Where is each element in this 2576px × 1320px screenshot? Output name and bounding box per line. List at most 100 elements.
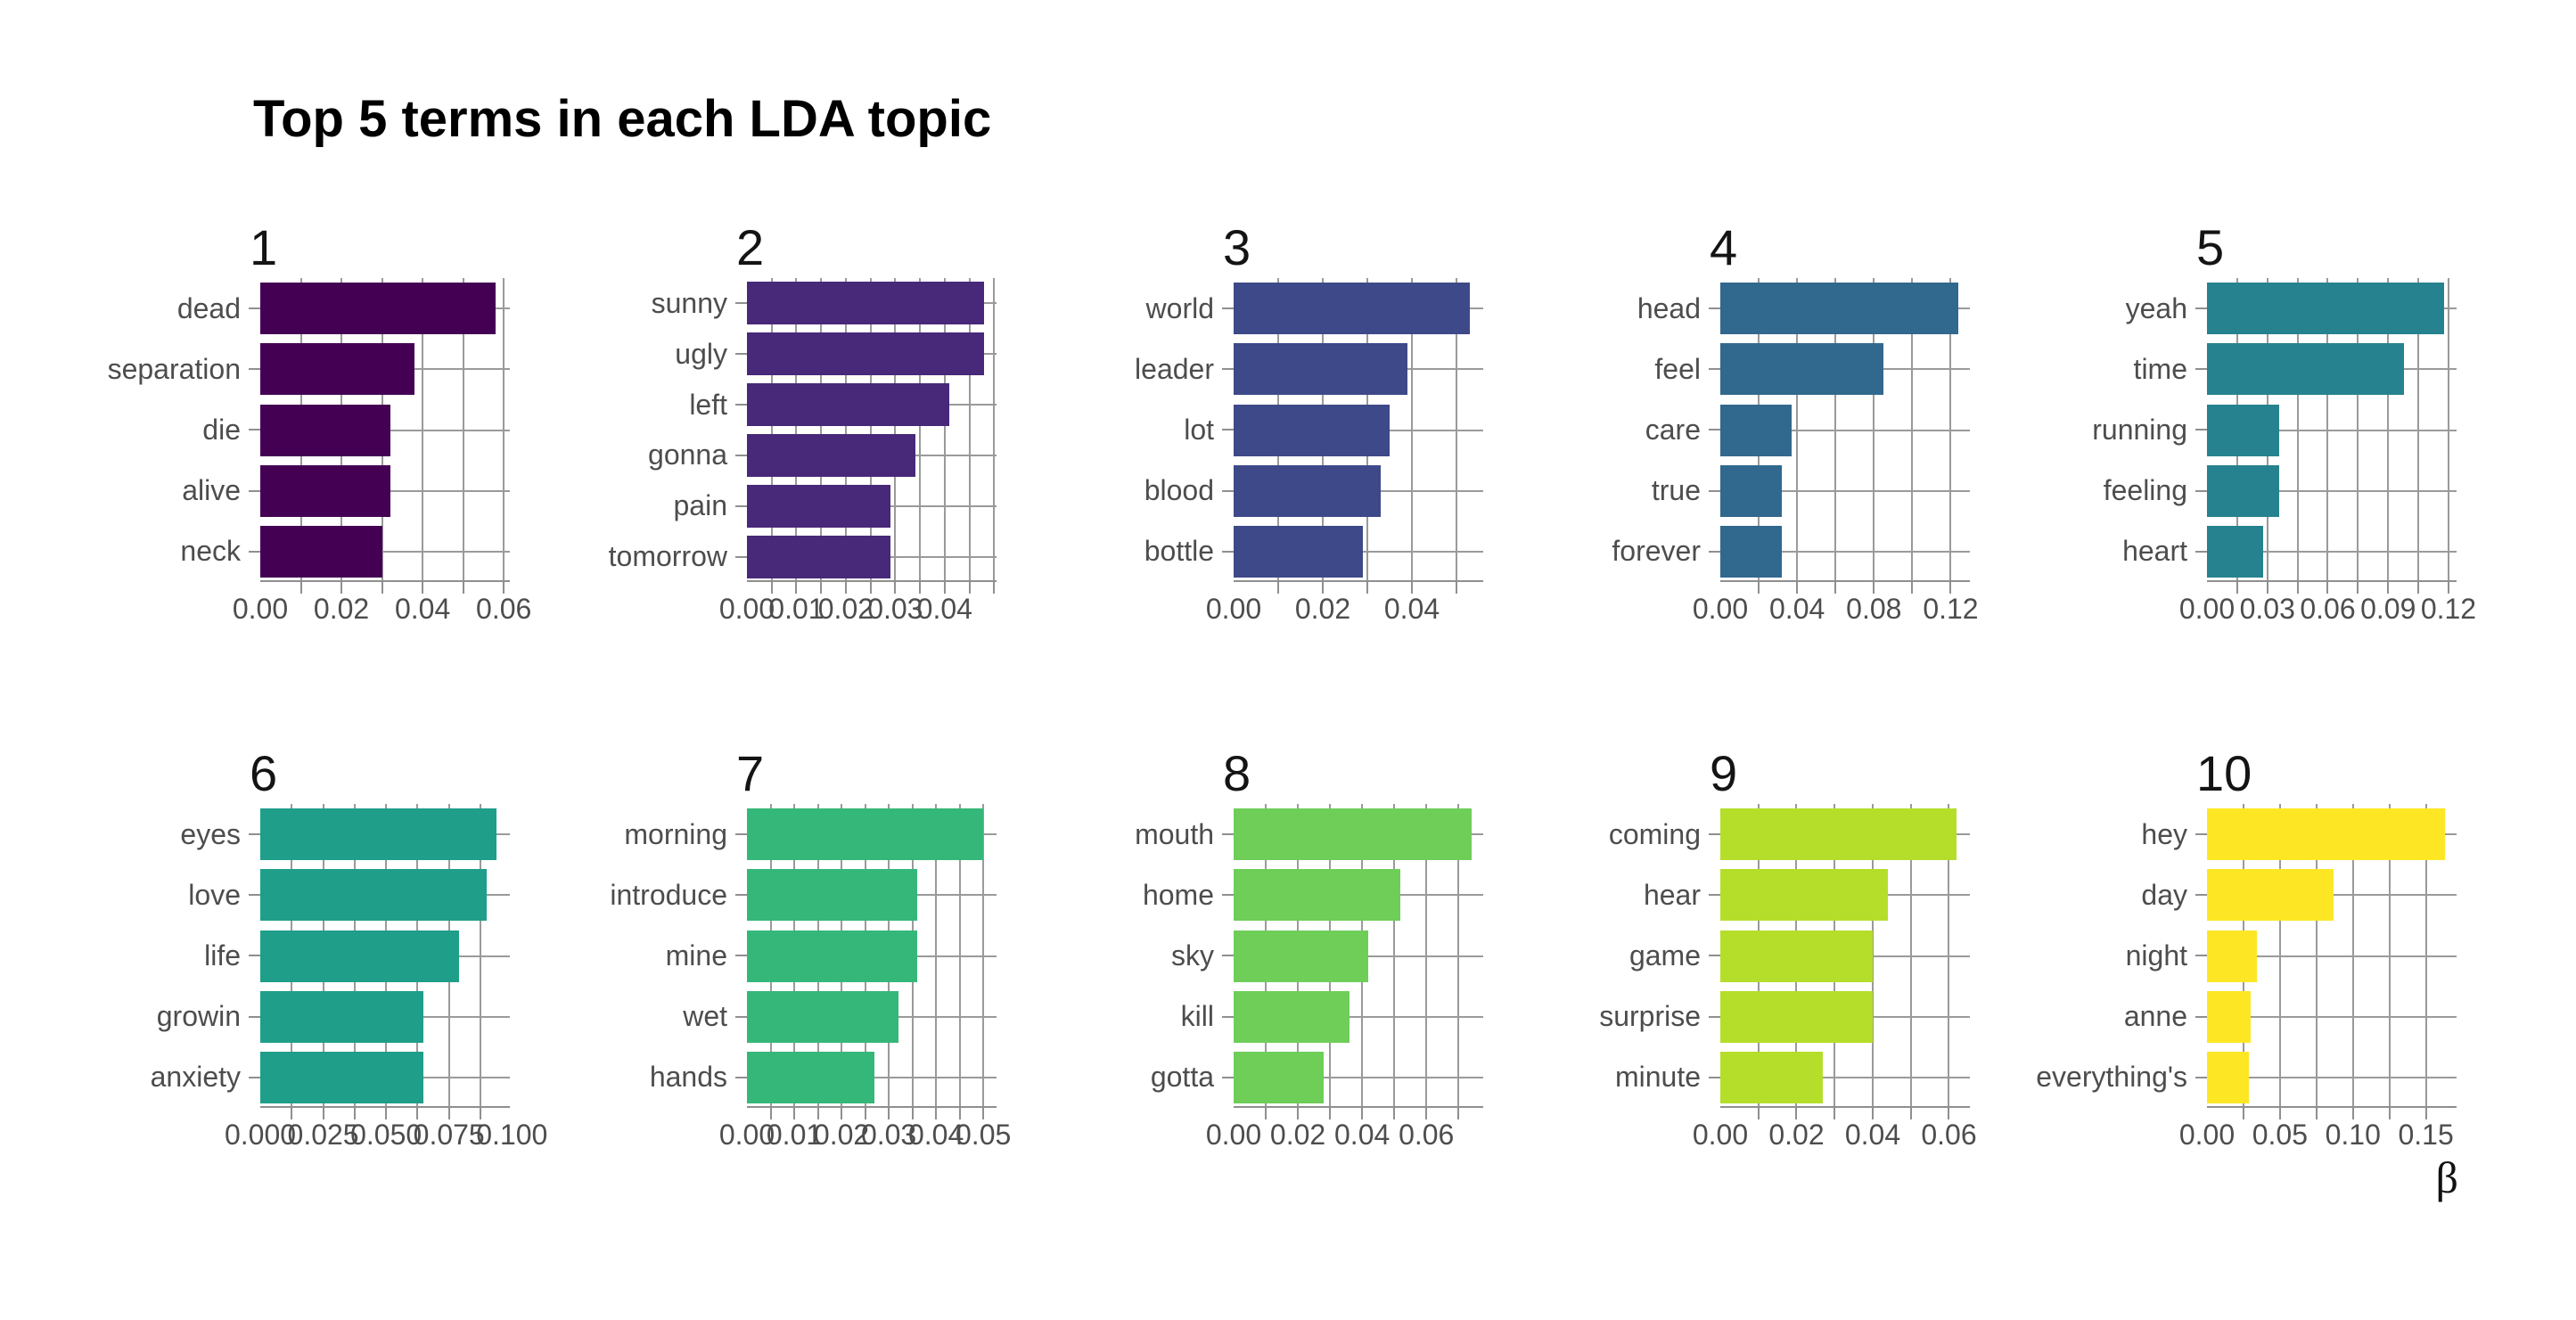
grid-line-vertical xyxy=(943,278,946,582)
term-label: die xyxy=(202,413,241,446)
x-tick-mark xyxy=(1873,582,1875,594)
x-tick-label: 0.10 xyxy=(2325,1119,2381,1151)
facet-panel-1: 1 dead separation die alive neck 0.00 0.02 0.04 0… xyxy=(104,216,591,631)
term-label: feeling xyxy=(2103,474,2187,507)
term-label: ugly xyxy=(675,337,727,370)
y-tick-mark xyxy=(1222,368,1234,371)
plot-area xyxy=(2207,804,2457,1119)
grid-line-horizontal xyxy=(2207,1076,2457,1078)
term-label: feel xyxy=(1654,352,1701,385)
x-tick-mark xyxy=(353,1108,356,1119)
term-label: separation xyxy=(107,352,241,385)
term-label: tomorrow xyxy=(608,540,727,573)
term-bar xyxy=(747,869,917,922)
x-tick-mark xyxy=(1456,582,1457,594)
term-bar xyxy=(2207,990,2252,1043)
grid-line-horizontal xyxy=(2207,550,2457,553)
grid-line-vertical xyxy=(993,278,996,582)
y-tick-mark xyxy=(2195,894,2207,897)
y-axis-labels: head feel care true forever xyxy=(1564,278,1720,582)
plot-area xyxy=(2207,278,2457,594)
grid-line-vertical xyxy=(968,278,971,582)
term-bar xyxy=(747,535,890,578)
term-label: eyes xyxy=(180,817,241,850)
x-tick-mark xyxy=(479,1108,481,1119)
term-label: dead xyxy=(176,291,241,324)
term-bar xyxy=(260,464,390,517)
facet-strip-label: 10 xyxy=(2196,745,2252,801)
x-tick-mark xyxy=(1361,1108,1364,1119)
y-label-row: feeling xyxy=(2051,461,2207,521)
x-tick-label: 0.025 xyxy=(287,1119,359,1151)
y-tick-mark xyxy=(1709,894,1720,897)
x-tick-label: 0.04 xyxy=(907,1119,964,1151)
y-label-row: hands xyxy=(591,1047,747,1108)
x-tick-mark xyxy=(291,1108,293,1119)
x-axis-line xyxy=(1720,1106,1970,1108)
x-axis-labels: 0.00 0.04 0.08 0.12 xyxy=(1693,582,1979,631)
term-label: hey xyxy=(2141,817,2187,850)
plot-area xyxy=(747,804,997,1119)
y-label-row: anne xyxy=(2051,987,2207,1047)
x-tick-mark xyxy=(2296,582,2299,594)
x-axis-line xyxy=(1720,580,1970,582)
term-bar xyxy=(1720,930,1873,982)
plot-area xyxy=(260,804,510,1119)
y-axis-labels: morning introduce mine wet hands xyxy=(591,804,747,1108)
facet-body: head feel care true forever xyxy=(1564,278,2051,594)
y-label-row: gonna xyxy=(591,430,747,480)
y-label-row: surprise xyxy=(1564,987,1720,1047)
y-label-row: wet xyxy=(591,987,747,1047)
term-label: kill xyxy=(1180,1000,1214,1033)
y-tick-mark xyxy=(249,833,260,836)
x-tick-label: 0.00 xyxy=(1692,593,1749,625)
term-label: everything's xyxy=(2036,1061,2187,1094)
x-tick-mark xyxy=(422,582,424,594)
y-tick-mark xyxy=(2195,489,2207,492)
y-tick-mark xyxy=(2195,307,2207,310)
y-tick-mark xyxy=(1222,833,1234,836)
term-bar xyxy=(747,433,915,477)
y-label-row: true xyxy=(1564,461,1720,521)
term-label: running xyxy=(2092,413,2187,446)
x-axis-labels: 0.00 0.01 0.02 0.03 0.04 0.05 xyxy=(719,1108,1011,1157)
term-label: minute xyxy=(1614,1061,1701,1094)
x-tick-mark xyxy=(2424,1108,2427,1119)
facet-panel-9: 9 coming hear game surprise minute 0.00 0.02 0.0… xyxy=(1564,742,2051,1157)
x-tick-label: 0.03 xyxy=(867,593,923,625)
facet-row-1: 1 dead separation die alive neck 0.00 0.02 0.04 0… xyxy=(104,216,2538,631)
plot-area xyxy=(1720,804,1970,1119)
y-tick-mark xyxy=(1222,1015,1234,1018)
y-label-row: neck xyxy=(104,521,260,582)
term-bar xyxy=(2207,1051,2250,1103)
facet-strip-label: 2 xyxy=(736,219,765,275)
term-bar xyxy=(1234,1051,1324,1103)
y-label-row: care xyxy=(1564,399,1720,460)
term-bar xyxy=(1720,343,1884,396)
y-tick-mark xyxy=(2195,1015,2207,1018)
term-bar xyxy=(260,990,424,1043)
y-tick-mark xyxy=(2195,429,2207,431)
grid-line-vertical xyxy=(795,278,798,582)
term-bar xyxy=(260,930,459,982)
x-tick-label: 0.050 xyxy=(350,1119,422,1151)
x-tick-mark xyxy=(841,1108,843,1119)
y-tick-mark xyxy=(1709,833,1720,836)
y-label-row: yeah xyxy=(2051,278,2207,339)
y-label-row: day xyxy=(2051,865,2207,925)
grid-line-horizontal xyxy=(2207,429,2457,431)
y-tick-mark xyxy=(249,894,260,897)
y-tick-mark xyxy=(249,1015,260,1018)
term-label: morning xyxy=(624,817,727,850)
term-label: anne xyxy=(2123,1000,2187,1033)
y-tick-mark xyxy=(735,833,747,836)
term-bar xyxy=(1234,525,1363,578)
y-tick-mark xyxy=(2195,550,2207,553)
y-tick-mark xyxy=(735,955,747,957)
x-tick-label: 0.04 xyxy=(1844,1119,1901,1151)
x-tick-mark xyxy=(462,582,464,594)
term-label: hands xyxy=(649,1061,727,1094)
term-label: neck xyxy=(180,535,241,568)
grid-line-vertical xyxy=(919,278,922,582)
term-label: time xyxy=(2133,352,2187,385)
